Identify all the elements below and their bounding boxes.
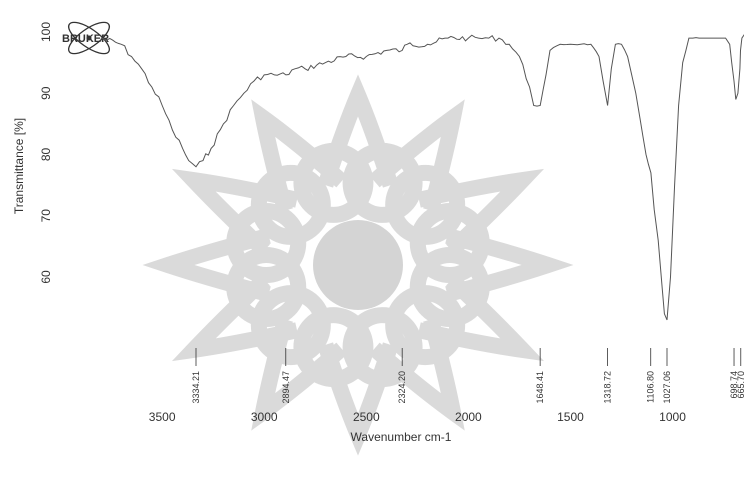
logo-orbit-2 xyxy=(68,21,110,55)
axes: 60 70 80 90 100 3500 3000 2500 2000 1500 1000 xyxy=(39,22,686,424)
watermark-rosette xyxy=(142,74,574,456)
logo-orbit-1 xyxy=(68,21,110,55)
peak-label: 2324.20 xyxy=(397,371,407,404)
x-tick-label: 2000 xyxy=(455,410,482,424)
watermark-petal-ring xyxy=(409,203,490,284)
logo-text: BRUKER xyxy=(62,33,109,45)
y-axis-title: Transmittance [%] xyxy=(12,118,26,214)
y-tick-label: 60 xyxy=(39,270,53,284)
peak-label: 1027.06 xyxy=(662,371,672,404)
watermark-shapes xyxy=(142,74,574,456)
x-tick-label: 1500 xyxy=(557,410,584,424)
peak-label: 698.74 xyxy=(729,371,739,399)
x-tick-label: 1000 xyxy=(659,410,686,424)
logo-nucleus xyxy=(86,35,92,41)
peak-markers: 3334.21 2894.47 2324.20 1648.41 1318.72 1106.… xyxy=(191,348,744,404)
y-tick-label: 70 xyxy=(39,209,53,223)
peak-label: 3334.21 xyxy=(191,371,201,404)
peak-label: 665.70 xyxy=(736,371,744,399)
peak-label: 1318.72 xyxy=(602,371,612,404)
x-tick-label: 3500 xyxy=(149,410,176,424)
peak-label: 1106.80 xyxy=(646,371,656,403)
bruker-logo: BRUKER xyxy=(62,21,110,55)
x-tick-label: 2500 xyxy=(353,410,380,424)
peak-label: 1648.41 xyxy=(535,371,545,404)
spectrum-line xyxy=(100,34,744,321)
watermark-center xyxy=(313,220,403,310)
y-tick-label: 90 xyxy=(39,86,53,100)
x-tick-label: 3000 xyxy=(251,410,278,424)
y-tick-label: 100 xyxy=(39,22,53,42)
x-axis-title: Wavenumber cm-1 xyxy=(351,430,452,444)
y-tick-label: 80 xyxy=(39,148,53,162)
peak-label: 2894.47 xyxy=(281,371,291,404)
